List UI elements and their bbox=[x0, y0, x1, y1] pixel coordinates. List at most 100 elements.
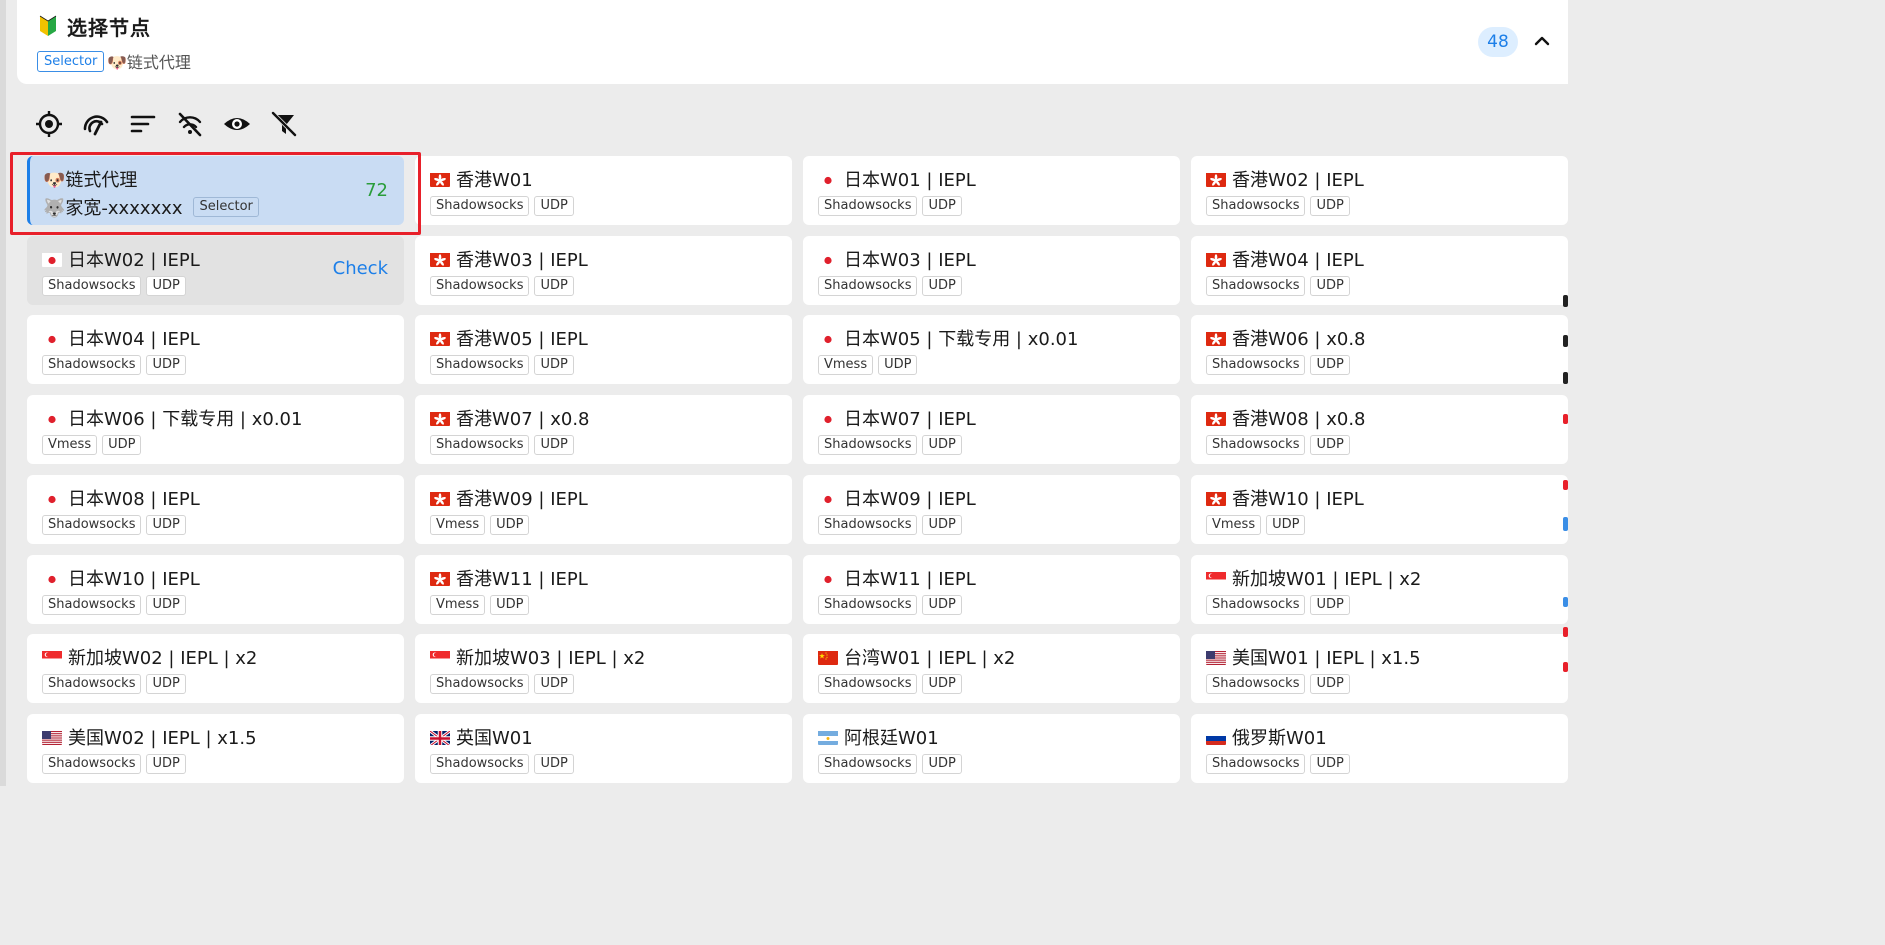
proxy-node-card[interactable]: 日本W03 | IEPL Shadowsocks UDP bbox=[803, 236, 1180, 305]
node-tags: Shadowsocks UDP bbox=[1206, 196, 1350, 216]
node-tag: UDP bbox=[534, 196, 574, 216]
proxy-node-card[interactable]: 日本W09 | IEPL Shadowsocks UDP bbox=[803, 475, 1180, 544]
flag-jp-icon bbox=[818, 331, 838, 346]
scroll-mark bbox=[1563, 662, 1568, 672]
locate-icon[interactable] bbox=[33, 108, 65, 140]
proxy-node-card[interactable]: 台湾W01 | IEPL | x2 Shadowsocks UDP bbox=[803, 634, 1180, 703]
node-tag: UDP bbox=[922, 515, 962, 535]
node-name: 日本W02 | IEPL bbox=[68, 250, 200, 271]
node-tags: Shadowsocks UDP bbox=[1206, 754, 1350, 774]
proxy-node-card[interactable]: 香港W07 | x0.8 Shadowsocks UDP bbox=[415, 395, 792, 464]
flag-us-icon bbox=[42, 730, 62, 745]
left-edge bbox=[0, 0, 6, 786]
node-name-row: 香港W01 bbox=[430, 166, 533, 192]
node-name-row: 新加坡W03 | IEPL | x2 bbox=[430, 644, 645, 670]
node-tag: Shadowsocks bbox=[430, 674, 530, 694]
proxy-node-card[interactable]: 阿根廷W01 Shadowsocks UDP bbox=[803, 714, 1180, 783]
filter-off-icon[interactable] bbox=[268, 108, 300, 140]
proxy-node-card[interactable]: 日本W04 | IEPL Shadowsocks UDP bbox=[27, 315, 404, 384]
node-tags: Vmess UDP bbox=[42, 435, 142, 455]
node-name-row: 台湾W01 | IEPL | x2 bbox=[818, 644, 1015, 670]
proxy-node-card[interactable]: 日本W05 | 下载专用 | x0.01 Vmess UDP bbox=[803, 315, 1180, 384]
chevron-up-icon[interactable] bbox=[1534, 33, 1550, 49]
proxy-node-card[interactable]: 英国W01 Shadowsocks UDP bbox=[415, 714, 792, 783]
flag-hk-icon bbox=[1206, 172, 1226, 187]
node-name: 日本W01 | IEPL bbox=[844, 170, 976, 191]
node-tags: Shadowsocks UDP bbox=[42, 674, 186, 694]
node-name-row: 日本W11 | IEPL bbox=[818, 565, 976, 591]
node-name-row: 新加坡W02 | IEPL | x2 bbox=[42, 644, 257, 670]
node-name-row: 日本W01 | IEPL bbox=[818, 166, 976, 192]
node-tags: Shadowsocks UDP bbox=[42, 595, 186, 615]
node-name: 香港W06 | x0.8 bbox=[1232, 329, 1366, 350]
proxy-node-card[interactable]: 香港W10 | IEPL Vmess UDP bbox=[1191, 475, 1568, 544]
node-name: 日本W11 | IEPL bbox=[844, 569, 976, 590]
node-tags: Shadowsocks UDP bbox=[1206, 595, 1350, 615]
node-tag: Shadowsocks bbox=[818, 435, 918, 455]
proxy-node-card[interactable]: 日本W08 | IEPL Shadowsocks UDP bbox=[27, 475, 404, 544]
check-delay-button[interactable]: Check bbox=[332, 258, 388, 279]
proxy-node-card[interactable]: 日本W01 | IEPL Shadowsocks UDP bbox=[803, 156, 1180, 225]
node-name-row: 香港W07 | x0.8 bbox=[430, 405, 590, 431]
sub-selection: 🐺家宽-xxxxxxx bbox=[43, 198, 183, 219]
node-tag: UDP bbox=[922, 674, 962, 694]
node-name: 台湾W01 | IEPL | x2 bbox=[844, 648, 1016, 669]
node-tag: Vmess bbox=[430, 595, 486, 615]
node-tag: UDP bbox=[534, 435, 574, 455]
sort-icon[interactable] bbox=[127, 108, 159, 140]
node-name-row: 美国W02 | IEPL | x1.5 bbox=[42, 724, 257, 750]
scrollbar[interactable] bbox=[1563, 0, 1568, 786]
node-tag: UDP bbox=[534, 355, 574, 375]
speed-test-icon[interactable] bbox=[80, 108, 112, 140]
visibility-icon[interactable] bbox=[221, 108, 253, 140]
node-name-row: 香港W03 | IEPL bbox=[430, 246, 588, 272]
flag-ar-icon bbox=[818, 730, 838, 745]
flag-hk-icon bbox=[430, 491, 450, 506]
node-name-row: 日本W07 | IEPL bbox=[818, 405, 976, 431]
node-tags: Vmess UDP bbox=[1206, 515, 1306, 535]
proxy-node-card[interactable]: 香港W01 Shadowsocks UDP bbox=[415, 156, 792, 225]
hide-unavailable-icon[interactable] bbox=[174, 108, 206, 140]
node-tags: Shadowsocks UDP bbox=[430, 754, 574, 774]
proxy-node-card[interactable]: 香港W02 | IEPL Shadowsocks UDP bbox=[1191, 156, 1568, 225]
node-tag: Vmess bbox=[818, 355, 874, 375]
node-tag: Shadowsocks bbox=[430, 196, 530, 216]
proxy-node-card[interactable]: 🐶链式代理 🐺家宽-xxxxxxx Selector 72 bbox=[27, 156, 404, 225]
proxy-node-card[interactable]: 香港W06 | x0.8 Shadowsocks UDP bbox=[1191, 315, 1568, 384]
node-tag: UDP bbox=[490, 595, 530, 615]
proxy-node-card[interactable]: 新加坡W02 | IEPL | x2 Shadowsocks UDP bbox=[27, 634, 404, 703]
flag-hk-icon bbox=[430, 571, 450, 586]
node-name-row: 日本W08 | IEPL bbox=[42, 485, 200, 511]
proxy-node-card[interactable]: 日本W06 | 下载专用 | x0.01 Vmess UDP bbox=[27, 395, 404, 464]
proxy-node-card[interactable]: 日本W02 | IEPL Shadowsocks UDP Check bbox=[27, 236, 404, 305]
proxy-node-card[interactable]: 新加坡W01 | IEPL | x2 Shadowsocks UDP bbox=[1191, 555, 1568, 624]
proxy-node-card[interactable]: 日本W07 | IEPL Shadowsocks UDP bbox=[803, 395, 1180, 464]
node-name: 日本W05 | 下载专用 | x0.01 bbox=[844, 329, 1079, 350]
proxy-node-card[interactable]: 香港W04 | IEPL Shadowsocks UDP bbox=[1191, 236, 1568, 305]
proxy-node-card[interactable]: 香港W09 | IEPL Vmess UDP bbox=[415, 475, 792, 544]
flag-hk-icon bbox=[430, 252, 450, 267]
group-header[interactable]: 选择节点 Selector 🐶链式代理 48 bbox=[17, 0, 1568, 84]
node-tag: Shadowsocks bbox=[1206, 355, 1306, 375]
proxy-node-card[interactable]: 美国W01 | IEPL | x1.5 Shadowsocks UDP bbox=[1191, 634, 1568, 703]
proxy-node-card[interactable]: 新加坡W03 | IEPL | x2 Shadowsocks UDP bbox=[415, 634, 792, 703]
node-name-row: 香港W08 | x0.8 bbox=[1206, 405, 1366, 431]
flag-jp-icon bbox=[42, 571, 62, 586]
node-count-badge: 48 bbox=[1478, 27, 1518, 57]
node-tag: UDP bbox=[922, 754, 962, 774]
node-tag: UDP bbox=[1310, 355, 1350, 375]
proxy-node-card[interactable]: 美国W02 | IEPL | x1.5 Shadowsocks UDP bbox=[27, 714, 404, 783]
proxy-node-card[interactable]: 香港W11 | IEPL Vmess UDP bbox=[415, 555, 792, 624]
proxy-node-card[interactable]: 香港W05 | IEPL Shadowsocks UDP bbox=[415, 315, 792, 384]
proxy-node-card[interactable]: 香港W03 | IEPL Shadowsocks UDP bbox=[415, 236, 792, 305]
node-tag: Shadowsocks bbox=[1206, 674, 1306, 694]
flag-sg-icon bbox=[42, 650, 62, 665]
proxy-node-card[interactable]: 香港W08 | x0.8 Shadowsocks UDP bbox=[1191, 395, 1568, 464]
node-tag: UDP bbox=[146, 355, 186, 375]
flag-jp-icon bbox=[818, 491, 838, 506]
node-tag: UDP bbox=[922, 435, 962, 455]
proxy-node-card[interactable]: 俄罗斯W01 Shadowsocks UDP bbox=[1191, 714, 1568, 783]
node-name-row: 日本W02 | IEPL bbox=[42, 246, 200, 272]
proxy-node-card[interactable]: 日本W11 | IEPL Shadowsocks UDP bbox=[803, 555, 1180, 624]
proxy-node-card[interactable]: 日本W10 | IEPL Shadowsocks UDP bbox=[27, 555, 404, 624]
